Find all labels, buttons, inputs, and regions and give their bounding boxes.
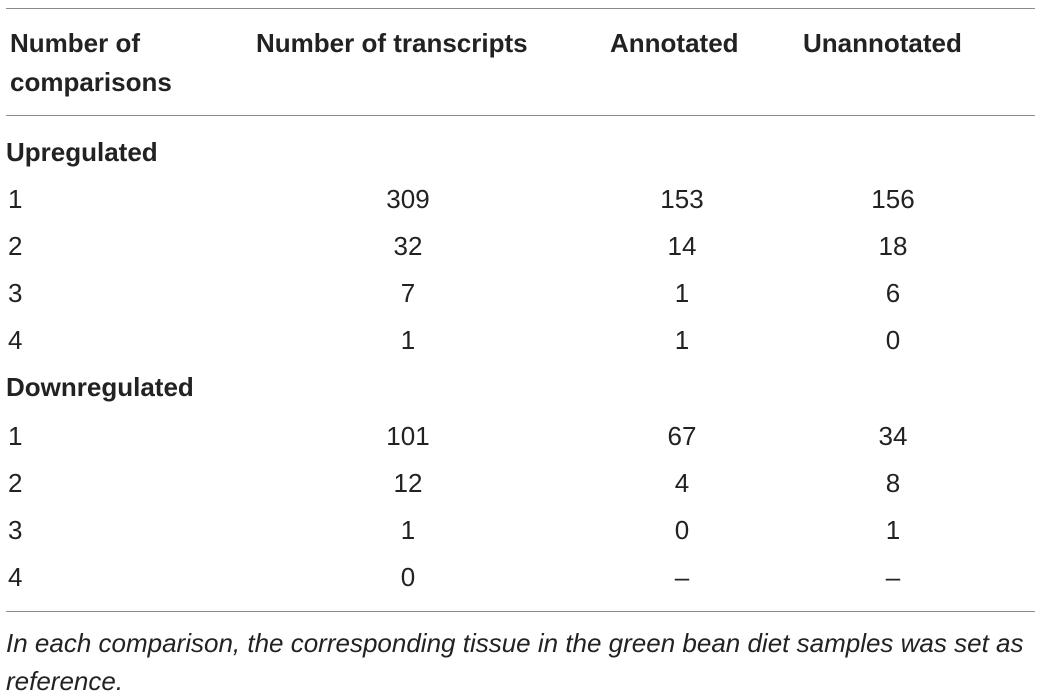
cell-unannotated: 18 <box>878 231 908 261</box>
cell-transcripts: 7 <box>400 278 416 308</box>
cell-comparisons: 2 <box>8 468 23 498</box>
cell-comparisons: 4 <box>8 562 23 592</box>
header-number-of-comparisons: Number of comparisons <box>10 28 172 97</box>
table-row: 2 32 14 18 <box>0 229 1041 263</box>
table-row: 3 1 0 1 <box>0 513 1041 547</box>
cell-transcripts: 12 <box>393 468 423 498</box>
cell-annotated: 153 <box>660 184 704 214</box>
table-footnote: In each comparison, the corresponding ti… <box>6 628 1024 696</box>
cell-unannotated: 6 <box>885 278 901 308</box>
cell-transcripts: 101 <box>386 421 430 451</box>
cell-comparisons: 4 <box>8 325 23 355</box>
cell-annotated: 0 <box>674 515 690 545</box>
table-row: 2 12 4 8 <box>0 466 1041 500</box>
section-title-upregulated: Upregulated <box>6 137 158 167</box>
cell-annotated: – <box>674 562 690 592</box>
cell-unannotated: 34 <box>878 421 908 451</box>
cell-transcripts: 32 <box>393 231 423 261</box>
header-annotated: Annotated <box>610 28 739 58</box>
table-row: 1 309 153 156 <box>0 182 1041 216</box>
cell-annotated: 4 <box>674 468 690 498</box>
header-number-of-transcripts: Number of transcripts <box>256 28 528 58</box>
cell-transcripts: 1 <box>400 515 416 545</box>
cell-comparisons: 3 <box>8 515 23 545</box>
cell-unannotated: 1 <box>885 515 901 545</box>
cell-unannotated: 0 <box>885 325 901 355</box>
table-row: 4 1 1 0 <box>0 323 1041 357</box>
cell-unannotated: 156 <box>871 184 915 214</box>
cell-comparisons: 3 <box>8 278 23 308</box>
cell-transcripts: 0 <box>400 562 416 592</box>
header-unannotated: Unannotated <box>803 28 962 58</box>
table-row: 4 0 – – <box>0 560 1041 594</box>
cell-comparisons: 1 <box>8 421 23 451</box>
table-row: 3 7 1 6 <box>0 276 1041 310</box>
table-row: 1 101 67 34 <box>0 419 1041 453</box>
section-title-downregulated: Downregulated <box>6 372 194 402</box>
cell-annotated: 14 <box>667 231 697 261</box>
cell-annotated: 1 <box>674 278 690 308</box>
cell-unannotated: – <box>885 562 901 592</box>
table-bottom-rule <box>6 611 1035 612</box>
cell-comparisons: 2 <box>8 231 23 261</box>
cell-annotated: 67 <box>667 421 697 451</box>
cell-transcripts: 1 <box>400 325 416 355</box>
cell-annotated: 1 <box>674 325 690 355</box>
cell-transcripts: 309 <box>386 184 430 214</box>
cell-comparisons: 1 <box>8 184 23 214</box>
table-top-rule <box>6 8 1035 9</box>
cell-unannotated: 8 <box>885 468 901 498</box>
header-divider-rule <box>6 115 1035 116</box>
